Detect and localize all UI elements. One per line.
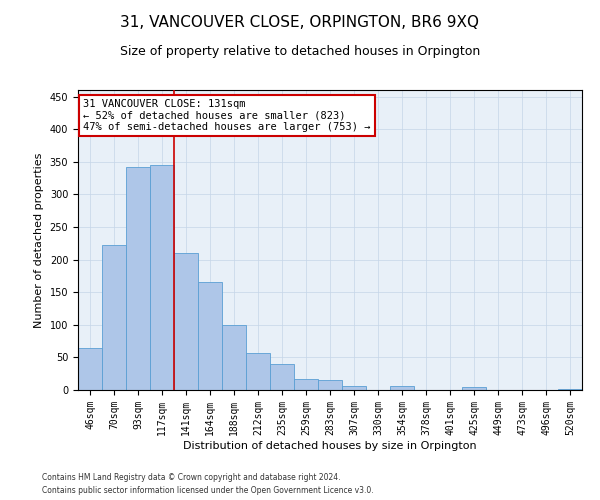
- X-axis label: Distribution of detached houses by size in Orpington: Distribution of detached houses by size …: [183, 440, 477, 450]
- Bar: [558, 388, 582, 390]
- Text: 31, VANCOUVER CLOSE, ORPINGTON, BR6 9XQ: 31, VANCOUVER CLOSE, ORPINGTON, BR6 9XQ: [121, 15, 479, 30]
- Bar: [102, 245, 126, 390]
- Bar: [222, 326, 246, 390]
- Bar: [126, 167, 150, 390]
- Bar: [342, 386, 366, 390]
- Text: Contains HM Land Registry data © Crown copyright and database right 2024.: Contains HM Land Registry data © Crown c…: [42, 474, 341, 482]
- Bar: [174, 253, 198, 390]
- Bar: [246, 353, 270, 390]
- Text: 31 VANCOUVER CLOSE: 131sqm
← 52% of detached houses are smaller (823)
47% of sem: 31 VANCOUVER CLOSE: 131sqm ← 52% of deta…: [83, 99, 371, 132]
- Bar: [462, 388, 486, 390]
- Y-axis label: Number of detached properties: Number of detached properties: [34, 152, 44, 328]
- Text: Size of property relative to detached houses in Orpington: Size of property relative to detached ho…: [120, 45, 480, 58]
- Text: Contains public sector information licensed under the Open Government Licence v3: Contains public sector information licen…: [42, 486, 374, 495]
- Bar: [150, 165, 174, 390]
- Bar: [270, 364, 294, 390]
- Bar: [318, 380, 342, 390]
- Bar: [390, 386, 414, 390]
- Bar: [294, 379, 318, 390]
- Bar: [78, 348, 102, 390]
- Bar: [198, 282, 222, 390]
